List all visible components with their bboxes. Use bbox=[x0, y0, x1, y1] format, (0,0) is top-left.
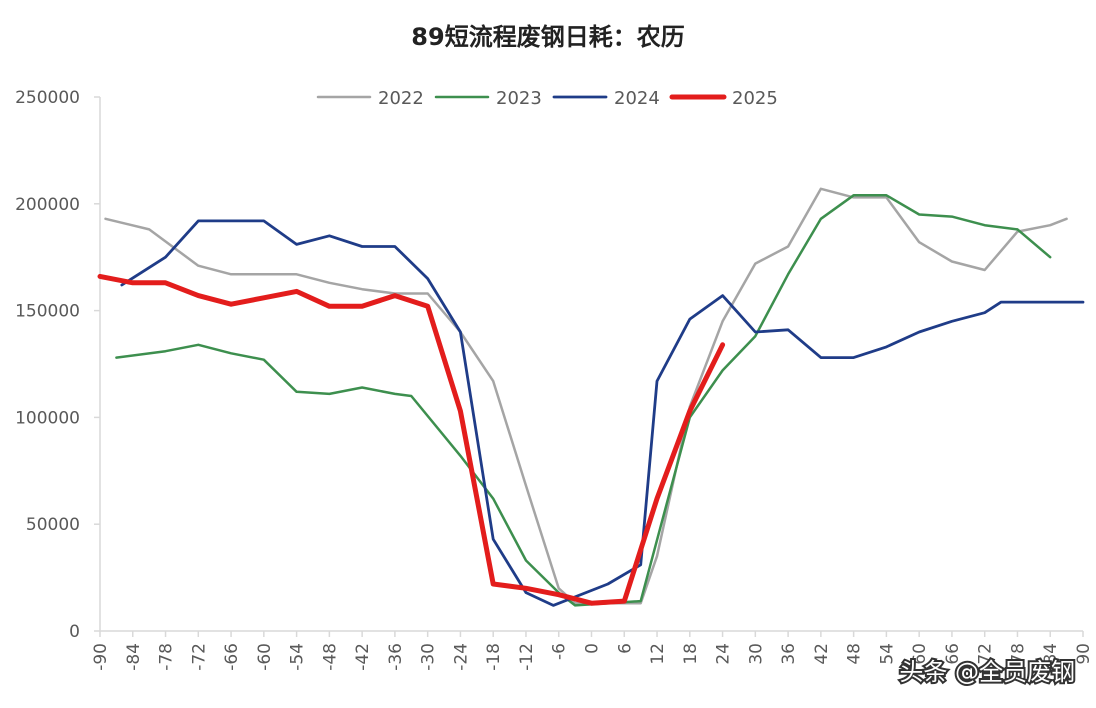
x-tick-label: -30 bbox=[419, 643, 439, 671]
legend-label-2023: 2023 bbox=[496, 88, 542, 109]
x-tick-label: 6 bbox=[615, 643, 635, 654]
y-tick-label: 250000 bbox=[15, 88, 80, 108]
x-tick-label: 60 bbox=[910, 643, 930, 665]
x-tick-label: -36 bbox=[386, 643, 406, 671]
watermark-text: 头条 @全员废钢 bbox=[899, 658, 1075, 686]
x-tick-label: -78 bbox=[157, 643, 177, 671]
x-axis: -90 -84 -78 -72 -66 -60 -54 -48 -42 -36 -30 -24 -18-… bbox=[91, 630, 1094, 671]
x-tick-label: 48 bbox=[845, 643, 865, 665]
x-tick-label: -42 bbox=[353, 643, 373, 671]
y-tick-label: 0 bbox=[69, 622, 80, 642]
x-tick-label: 78 bbox=[1008, 643, 1028, 665]
x-tick-label: 30 bbox=[746, 643, 766, 665]
legend-label-2024: 2024 bbox=[614, 88, 660, 109]
watermark: 头条 @全员废钢 bbox=[897, 656, 1077, 688]
x-tick-label: -12 bbox=[517, 643, 537, 671]
series-line-2023 bbox=[115, 194, 1052, 607]
x-tick-label: 18 bbox=[681, 643, 701, 665]
chart-legend: 2022 2023 2024 2025 bbox=[316, 88, 778, 109]
x-tick-label: -24 bbox=[451, 643, 471, 671]
x-tick-label: -60 bbox=[255, 643, 275, 671]
x-tick-label: 42 bbox=[812, 643, 832, 665]
y-axis: 0 50000 100000 150000 200000 250000 bbox=[15, 88, 101, 642]
y-tick-label: 100000 bbox=[15, 408, 80, 428]
x-tick-label: 66 bbox=[943, 643, 963, 665]
chart-title: 89短流程废钢日耗：农历 bbox=[411, 23, 684, 51]
x-tick-label: -72 bbox=[189, 643, 209, 671]
legend-label-2022: 2022 bbox=[378, 88, 424, 109]
y-tick-label: 50000 bbox=[26, 515, 80, 535]
x-tick-label: 54 bbox=[877, 643, 897, 665]
x-tick-label: 24 bbox=[714, 643, 734, 665]
x-tick-label: -6 bbox=[550, 643, 570, 660]
series-line-2024 bbox=[120, 219, 1085, 607]
x-tick-label: -18 bbox=[484, 643, 504, 671]
x-tick-label: 72 bbox=[976, 643, 996, 665]
x-tick-label: 90 bbox=[1074, 643, 1094, 665]
series-line-2022 bbox=[104, 187, 1068, 605]
x-tick-label: -48 bbox=[320, 643, 340, 671]
y-tick-label: 200000 bbox=[15, 195, 80, 215]
y-tick-label: 150000 bbox=[15, 302, 80, 322]
x-tick-label: 12 bbox=[648, 643, 668, 665]
x-tick-label: -84 bbox=[124, 643, 144, 671]
x-tick-label: -90 bbox=[91, 643, 111, 671]
x-tick-label: 84 bbox=[1041, 643, 1061, 665]
x-tick-label: -54 bbox=[288, 643, 308, 671]
x-tick-label: -66 bbox=[222, 643, 242, 671]
x-tick-label: 0 bbox=[583, 643, 603, 654]
series-line-2025 bbox=[97, 273, 726, 606]
x-tick-label: 36 bbox=[779, 643, 799, 665]
legend-label-2025: 2025 bbox=[732, 88, 778, 109]
series-layer bbox=[97, 187, 1085, 607]
